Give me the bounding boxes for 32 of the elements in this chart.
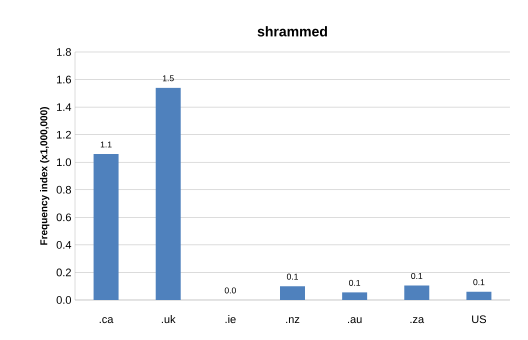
y-tick-label: 0.6 bbox=[56, 213, 71, 222]
y-tick-label: 0.0 bbox=[56, 296, 72, 304]
y-tick-label: 1.8 bbox=[57, 48, 71, 56]
y-tick-label: 1.4 bbox=[57, 103, 72, 111]
x-tick-label: .au bbox=[348, 317, 362, 324]
y-tick-label: 0.8 bbox=[56, 186, 71, 194]
data-label: 0.1 bbox=[473, 279, 484, 286]
chart-title: shrammed bbox=[258, 26, 327, 36]
data-label: 0.1 bbox=[411, 272, 422, 279]
bar bbox=[466, 292, 492, 300]
bar bbox=[94, 154, 119, 300]
y-tick-label: 0.2 bbox=[56, 268, 71, 276]
y-tick-label: 0.4 bbox=[56, 240, 72, 249]
bar bbox=[342, 292, 368, 300]
x-tick-label: .ie bbox=[226, 315, 236, 324]
y-tick-label: 1.6 bbox=[57, 76, 71, 84]
y-tick-label: 1.2 bbox=[57, 130, 71, 138]
data-label: 1.1 bbox=[100, 142, 112, 148]
x-tick-label: US bbox=[472, 315, 486, 324]
data-label: 0.1 bbox=[349, 280, 360, 286]
x-tick-label: .uk bbox=[162, 315, 176, 324]
x-tick-label: .ca bbox=[100, 317, 114, 324]
bar bbox=[280, 286, 305, 300]
data-label: 1.5 bbox=[162, 75, 174, 82]
x-tick-label: .nz bbox=[286, 317, 300, 324]
bar bbox=[156, 88, 181, 300]
data-label: 0.1 bbox=[286, 274, 298, 280]
y-tick-label: 1.0 bbox=[57, 158, 72, 166]
y-axis-title: Frequency index (x1,000,000) bbox=[40, 107, 50, 245]
data-label: 0.0 bbox=[224, 287, 236, 294]
x-tick-label: .za bbox=[410, 317, 424, 324]
bar bbox=[404, 286, 430, 300]
